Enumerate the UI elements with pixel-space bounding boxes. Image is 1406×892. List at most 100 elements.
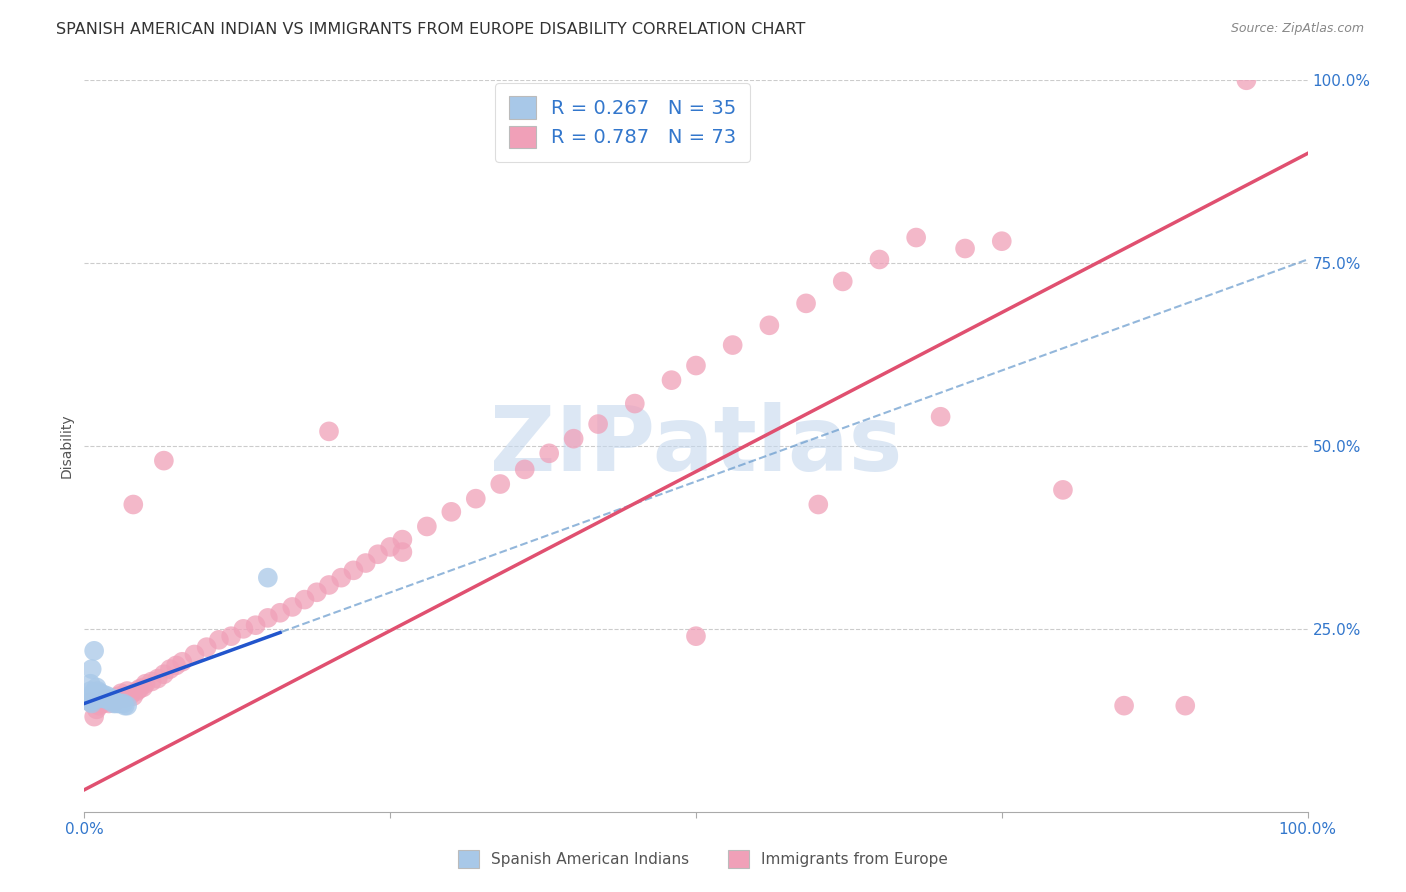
Point [685, 359, 707, 373]
Point [661, 373, 683, 387]
Point [107, 697, 129, 711]
Point [318, 578, 340, 592]
Legend: R = 0.267   N = 35, R = 0.787   N = 73: R = 0.267 N = 35, R = 0.787 N = 73 [495, 83, 751, 161]
Point [586, 417, 609, 431]
Point [87, 688, 110, 702]
Point [87, 684, 110, 698]
Point [1174, 698, 1197, 713]
Point [318, 425, 340, 439]
Point [135, 676, 157, 690]
Point [89, 686, 111, 700]
Point [77, 691, 100, 706]
Point [105, 697, 128, 711]
Point [86, 681, 108, 695]
Point [94, 691, 117, 706]
Point [100, 693, 122, 707]
Point [208, 632, 231, 647]
Point [562, 432, 585, 446]
Point [183, 648, 205, 662]
Point [1052, 483, 1074, 497]
Point [96, 691, 118, 706]
Point [624, 396, 647, 410]
Point [758, 318, 780, 333]
Point [416, 519, 439, 533]
Point [281, 599, 304, 614]
Point [538, 446, 561, 460]
Point [107, 689, 129, 703]
Point [122, 689, 145, 703]
Point [79, 695, 101, 709]
Legend: Spanish American Indians, Immigrants from Europe: Spanish American Indians, Immigrants fro… [449, 841, 957, 877]
Point [96, 691, 118, 706]
Point [79, 684, 101, 698]
Point [82, 686, 104, 700]
Point [112, 697, 135, 711]
Point [721, 338, 744, 352]
Point [440, 505, 463, 519]
Point [125, 684, 148, 698]
Point [79, 695, 101, 709]
Y-axis label: Disability: Disability [59, 414, 73, 478]
Point [101, 691, 124, 706]
Point [90, 689, 112, 703]
Point [91, 697, 114, 711]
Point [97, 697, 120, 711]
Point [114, 691, 136, 706]
Text: SPANISH AMERICAN INDIAN VS IMMIGRANTS FROM EUROPE DISABILITY CORRELATION CHART: SPANISH AMERICAN INDIAN VS IMMIGRANTS FR… [56, 22, 806, 37]
Point [110, 686, 132, 700]
Point [103, 697, 125, 711]
Point [80, 662, 103, 676]
Point [330, 571, 353, 585]
Point [141, 674, 163, 689]
Point [122, 498, 145, 512]
Point [153, 667, 176, 681]
Point [115, 684, 138, 698]
Point [104, 695, 127, 709]
Point [367, 547, 389, 561]
Point [83, 709, 105, 723]
Point [489, 477, 512, 491]
Point [100, 693, 122, 707]
Point [269, 606, 291, 620]
Point [929, 409, 952, 424]
Point [257, 571, 280, 585]
Point [153, 453, 176, 467]
Text: Source: ZipAtlas.com: Source: ZipAtlas.com [1230, 22, 1364, 36]
Point [991, 234, 1014, 248]
Point [294, 592, 316, 607]
Point [685, 629, 707, 643]
Point [380, 540, 402, 554]
Point [172, 655, 194, 669]
Point [245, 618, 267, 632]
Point [132, 681, 155, 695]
Point [794, 296, 817, 310]
Point [159, 662, 181, 676]
Point [391, 533, 413, 547]
Point [128, 681, 150, 696]
Point [219, 629, 242, 643]
Point [115, 698, 138, 713]
Point [97, 693, 120, 707]
Point [1236, 73, 1258, 87]
Point [80, 697, 103, 711]
Point [84, 691, 107, 706]
Point [232, 622, 254, 636]
Point [342, 563, 364, 577]
Point [82, 693, 104, 707]
Point [86, 702, 108, 716]
Point [1114, 698, 1136, 713]
Point [83, 644, 105, 658]
Point [110, 697, 132, 711]
Point [513, 462, 536, 476]
Point [104, 695, 127, 709]
Point [831, 275, 853, 289]
Point [114, 698, 136, 713]
Point [86, 689, 108, 703]
Point [83, 689, 105, 703]
Point [87, 698, 110, 713]
Point [464, 491, 486, 506]
Point [953, 242, 976, 256]
Point [165, 658, 187, 673]
Point [97, 689, 120, 703]
Point [87, 691, 110, 706]
